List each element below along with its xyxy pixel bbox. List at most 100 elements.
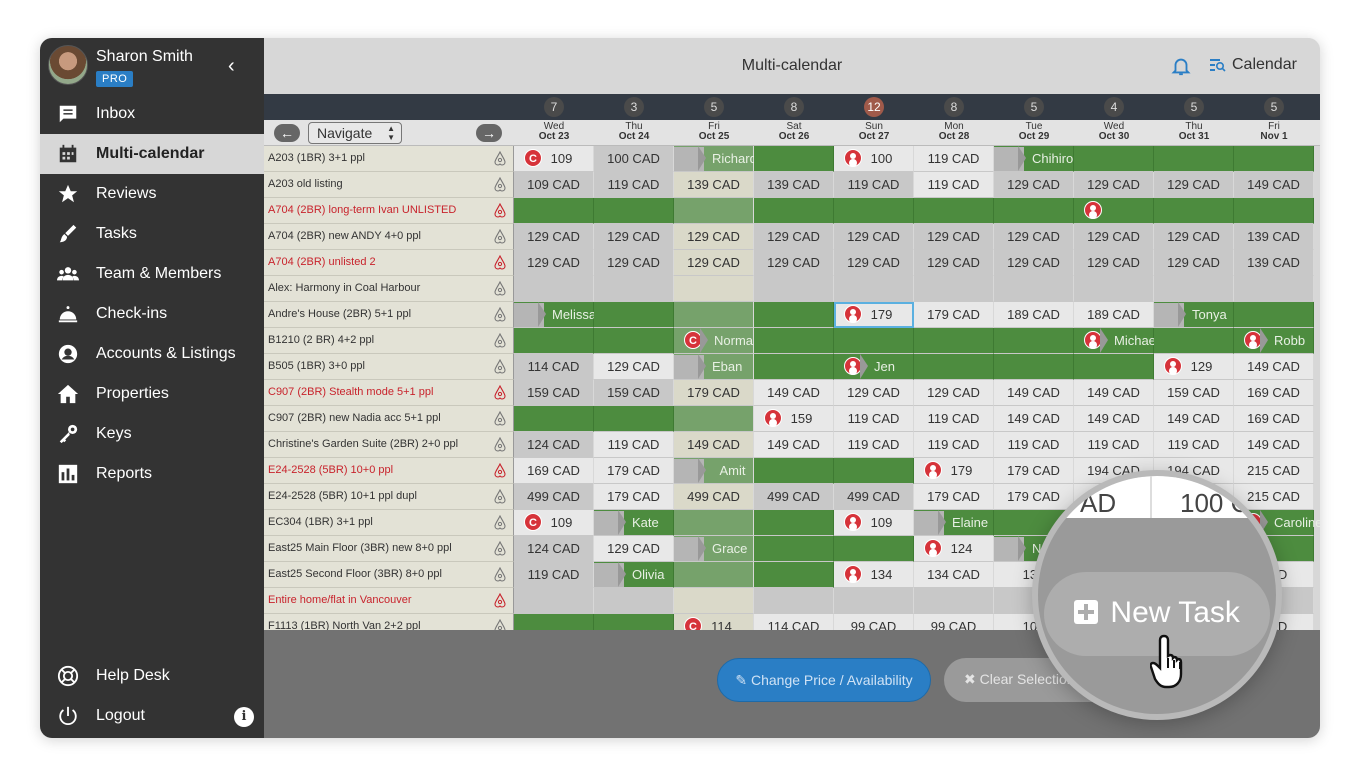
calendar-cell[interactable]: Robb bbox=[1234, 328, 1314, 354]
calendar-cell[interactable]: 119 CAD bbox=[514, 562, 594, 588]
calendar-cell[interactable]: 134 bbox=[834, 562, 914, 588]
sidebar-item-help-desk[interactable]: Help Desk bbox=[40, 656, 264, 696]
calendar-cell[interactable]: 149 CAD bbox=[754, 432, 834, 458]
booking-guest-name[interactable]: Chihiro bbox=[1017, 146, 1073, 171]
calendar-cell[interactable]: 124 bbox=[914, 536, 994, 562]
calendar-cell[interactable]: 129 CAD bbox=[1074, 172, 1154, 198]
calendar-cell[interactable]: Melissa bbox=[514, 302, 596, 328]
booking-guest-name[interactable]: Eban bbox=[697, 354, 742, 379]
calendar-cell[interactable] bbox=[834, 328, 914, 354]
booking-guest-name[interactable]: Norma bbox=[699, 328, 753, 353]
calendar-cell[interactable]: 129 CAD bbox=[914, 380, 994, 406]
calendar-cell[interactable] bbox=[834, 458, 914, 484]
date-header[interactable]: Sun Oct 27 bbox=[834, 122, 914, 142]
calendar-cell[interactable] bbox=[1154, 198, 1234, 224]
calendar-cell[interactable] bbox=[1154, 146, 1234, 172]
calendar-cell[interactable] bbox=[754, 354, 834, 380]
calendar-cell[interactable]: 139 CAD bbox=[674, 172, 754, 198]
calendar-cell[interactable]: 100 bbox=[834, 146, 914, 172]
listing-row[interactable]: A203 old listing bbox=[264, 172, 514, 198]
cancelled-badge-icon[interactable]: C bbox=[524, 513, 542, 531]
calendar-cell[interactable]: 129 CAD bbox=[514, 224, 594, 250]
listing-row[interactable]: East25 Second Floor (3BR) 8+0 ppl bbox=[264, 562, 514, 588]
calendar-cell[interactable]: 149 CAD bbox=[754, 380, 834, 406]
calendar-cell[interactable]: 129 CAD bbox=[514, 250, 594, 276]
calendar-cell[interactable] bbox=[514, 276, 594, 302]
calendar-cell[interactable]: 129 CAD bbox=[1074, 224, 1154, 250]
listing-row[interactable]: Entire home/flat in Vancouver bbox=[264, 588, 514, 614]
calendar-cell[interactable] bbox=[674, 276, 754, 302]
sidebar-item-keys[interactable]: Keys bbox=[40, 414, 264, 454]
calendar-cell[interactable]: 159 CAD bbox=[1154, 380, 1234, 406]
listing-row[interactable]: A704 (2BR) unlisted 2 bbox=[264, 250, 514, 276]
calendar-cell[interactable] bbox=[1234, 198, 1314, 224]
calendar-cell[interactable]: 129 CAD bbox=[914, 224, 994, 250]
listing-row[interactable]: B505 (1BR) 3+0 ppl bbox=[264, 354, 514, 380]
calendar-cell[interactable]: 119 CAD bbox=[1074, 432, 1154, 458]
calendar-cell[interactable]: 124 CAD bbox=[514, 536, 594, 562]
calendar-cell[interactable] bbox=[1234, 302, 1314, 328]
bell-icon[interactable] bbox=[1170, 55, 1192, 77]
calendar-cell[interactable]: 159 bbox=[754, 406, 834, 432]
calendar-cell[interactable]: 109 CAD bbox=[514, 172, 594, 198]
calendar-cell[interactable] bbox=[754, 328, 834, 354]
calendar-cell[interactable] bbox=[834, 276, 914, 302]
calendar-cell[interactable]: 124 CAD bbox=[514, 432, 594, 458]
calendar-cell[interactable]: 119 CAD bbox=[834, 172, 914, 198]
calendar-cell[interactable]: Richard bbox=[674, 146, 757, 172]
calendar-cell[interactable]: Jen bbox=[834, 354, 914, 380]
calendar-cell[interactable] bbox=[1074, 354, 1154, 380]
calendar-cell[interactable] bbox=[834, 198, 914, 224]
calendar-cell[interactable]: 119 CAD bbox=[834, 406, 914, 432]
calendar-cell[interactable]: 119 CAD bbox=[914, 406, 994, 432]
calendar-cell[interactable]: 139 CAD bbox=[1234, 250, 1314, 276]
calendar-cell[interactable]: 149 CAD bbox=[674, 432, 754, 458]
calendar-cell[interactable]: 129 CAD bbox=[754, 224, 834, 250]
calendar-cell[interactable]: Michaela bbox=[1074, 328, 1166, 354]
booking-guest-name[interactable]: Grace bbox=[697, 536, 747, 561]
listing-row[interactable]: A704 (2BR) new ANDY 4+0 ppl bbox=[264, 224, 514, 250]
sidebar-item-multi-calendar[interactable]: Multi-calendar bbox=[40, 134, 264, 174]
calendar-cell[interactable]: 499 CAD bbox=[674, 484, 754, 510]
listing-row[interactable]: Christine's Garden Suite (2BR) 2+0 ppl bbox=[264, 432, 514, 458]
listing-row[interactable]: Alex: Harmony in Coal Harbour bbox=[264, 276, 514, 302]
calendar-cell[interactable]: 129 CAD bbox=[754, 250, 834, 276]
calendar-cell[interactable]: 499 CAD bbox=[514, 484, 594, 510]
calendar-cell[interactable]: Grace bbox=[674, 536, 754, 562]
calendar-cell[interactable]: 129 CAD bbox=[1074, 250, 1154, 276]
calendar-cell[interactable] bbox=[594, 588, 674, 614]
calendar-cell[interactable]: 169 CAD bbox=[1234, 380, 1314, 406]
calendar-cell[interactable]: 129 CAD bbox=[674, 250, 754, 276]
calendar-cell[interactable]: 114 CAD bbox=[514, 354, 594, 380]
calendar-cell[interactable]: 149 CAD bbox=[1154, 406, 1234, 432]
calendar-cell[interactable]: 119 CAD bbox=[594, 432, 674, 458]
calendar-cell[interactable] bbox=[754, 458, 834, 484]
sidebar-item-reports[interactable]: Reports bbox=[40, 454, 264, 494]
calendar-cell[interactable]: 179 CAD bbox=[914, 302, 994, 328]
calendar-cell[interactable]: 129 bbox=[1154, 354, 1234, 380]
date-header[interactable]: Wed Oct 30 bbox=[1074, 122, 1154, 142]
calendar-cell[interactable] bbox=[514, 328, 594, 354]
calendar-cell[interactable]: 139 CAD bbox=[754, 172, 834, 198]
calendar-cell[interactable]: 119 CAD bbox=[914, 146, 994, 172]
new-task-button[interactable]: New Task bbox=[1044, 572, 1270, 656]
calendar-cell[interactable]: 149 CAD bbox=[1074, 380, 1154, 406]
calendar-cell[interactable] bbox=[994, 198, 1074, 224]
calendar-cell[interactable]: 149 CAD bbox=[1234, 172, 1314, 198]
calendar-cell[interactable] bbox=[754, 562, 834, 588]
calendar-cell[interactable] bbox=[1074, 146, 1154, 172]
calendar-cell[interactable] bbox=[1234, 276, 1314, 302]
calendar-cell[interactable] bbox=[594, 276, 674, 302]
sidebar-item-team[interactable]: Team & Members bbox=[40, 254, 264, 294]
calendar-cell[interactable]: 119 CAD bbox=[914, 432, 994, 458]
calendar-cell[interactable] bbox=[1234, 146, 1314, 172]
calendar-cell[interactable]: Chihiro bbox=[994, 146, 1074, 172]
calendar-cell[interactable]: 159 CAD bbox=[514, 380, 594, 406]
sidebar-item-tasks[interactable]: Tasks bbox=[40, 214, 264, 254]
calendar-cell[interactable] bbox=[1074, 198, 1154, 224]
calendar-cell[interactable] bbox=[594, 406, 674, 432]
calendar-cell[interactable] bbox=[834, 536, 914, 562]
booking-guest-name[interactable]: Richard bbox=[698, 146, 757, 171]
booking-guest-name[interactable]: Olivia bbox=[618, 562, 665, 587]
chevron-left-icon[interactable]: ‹ bbox=[228, 55, 235, 77]
